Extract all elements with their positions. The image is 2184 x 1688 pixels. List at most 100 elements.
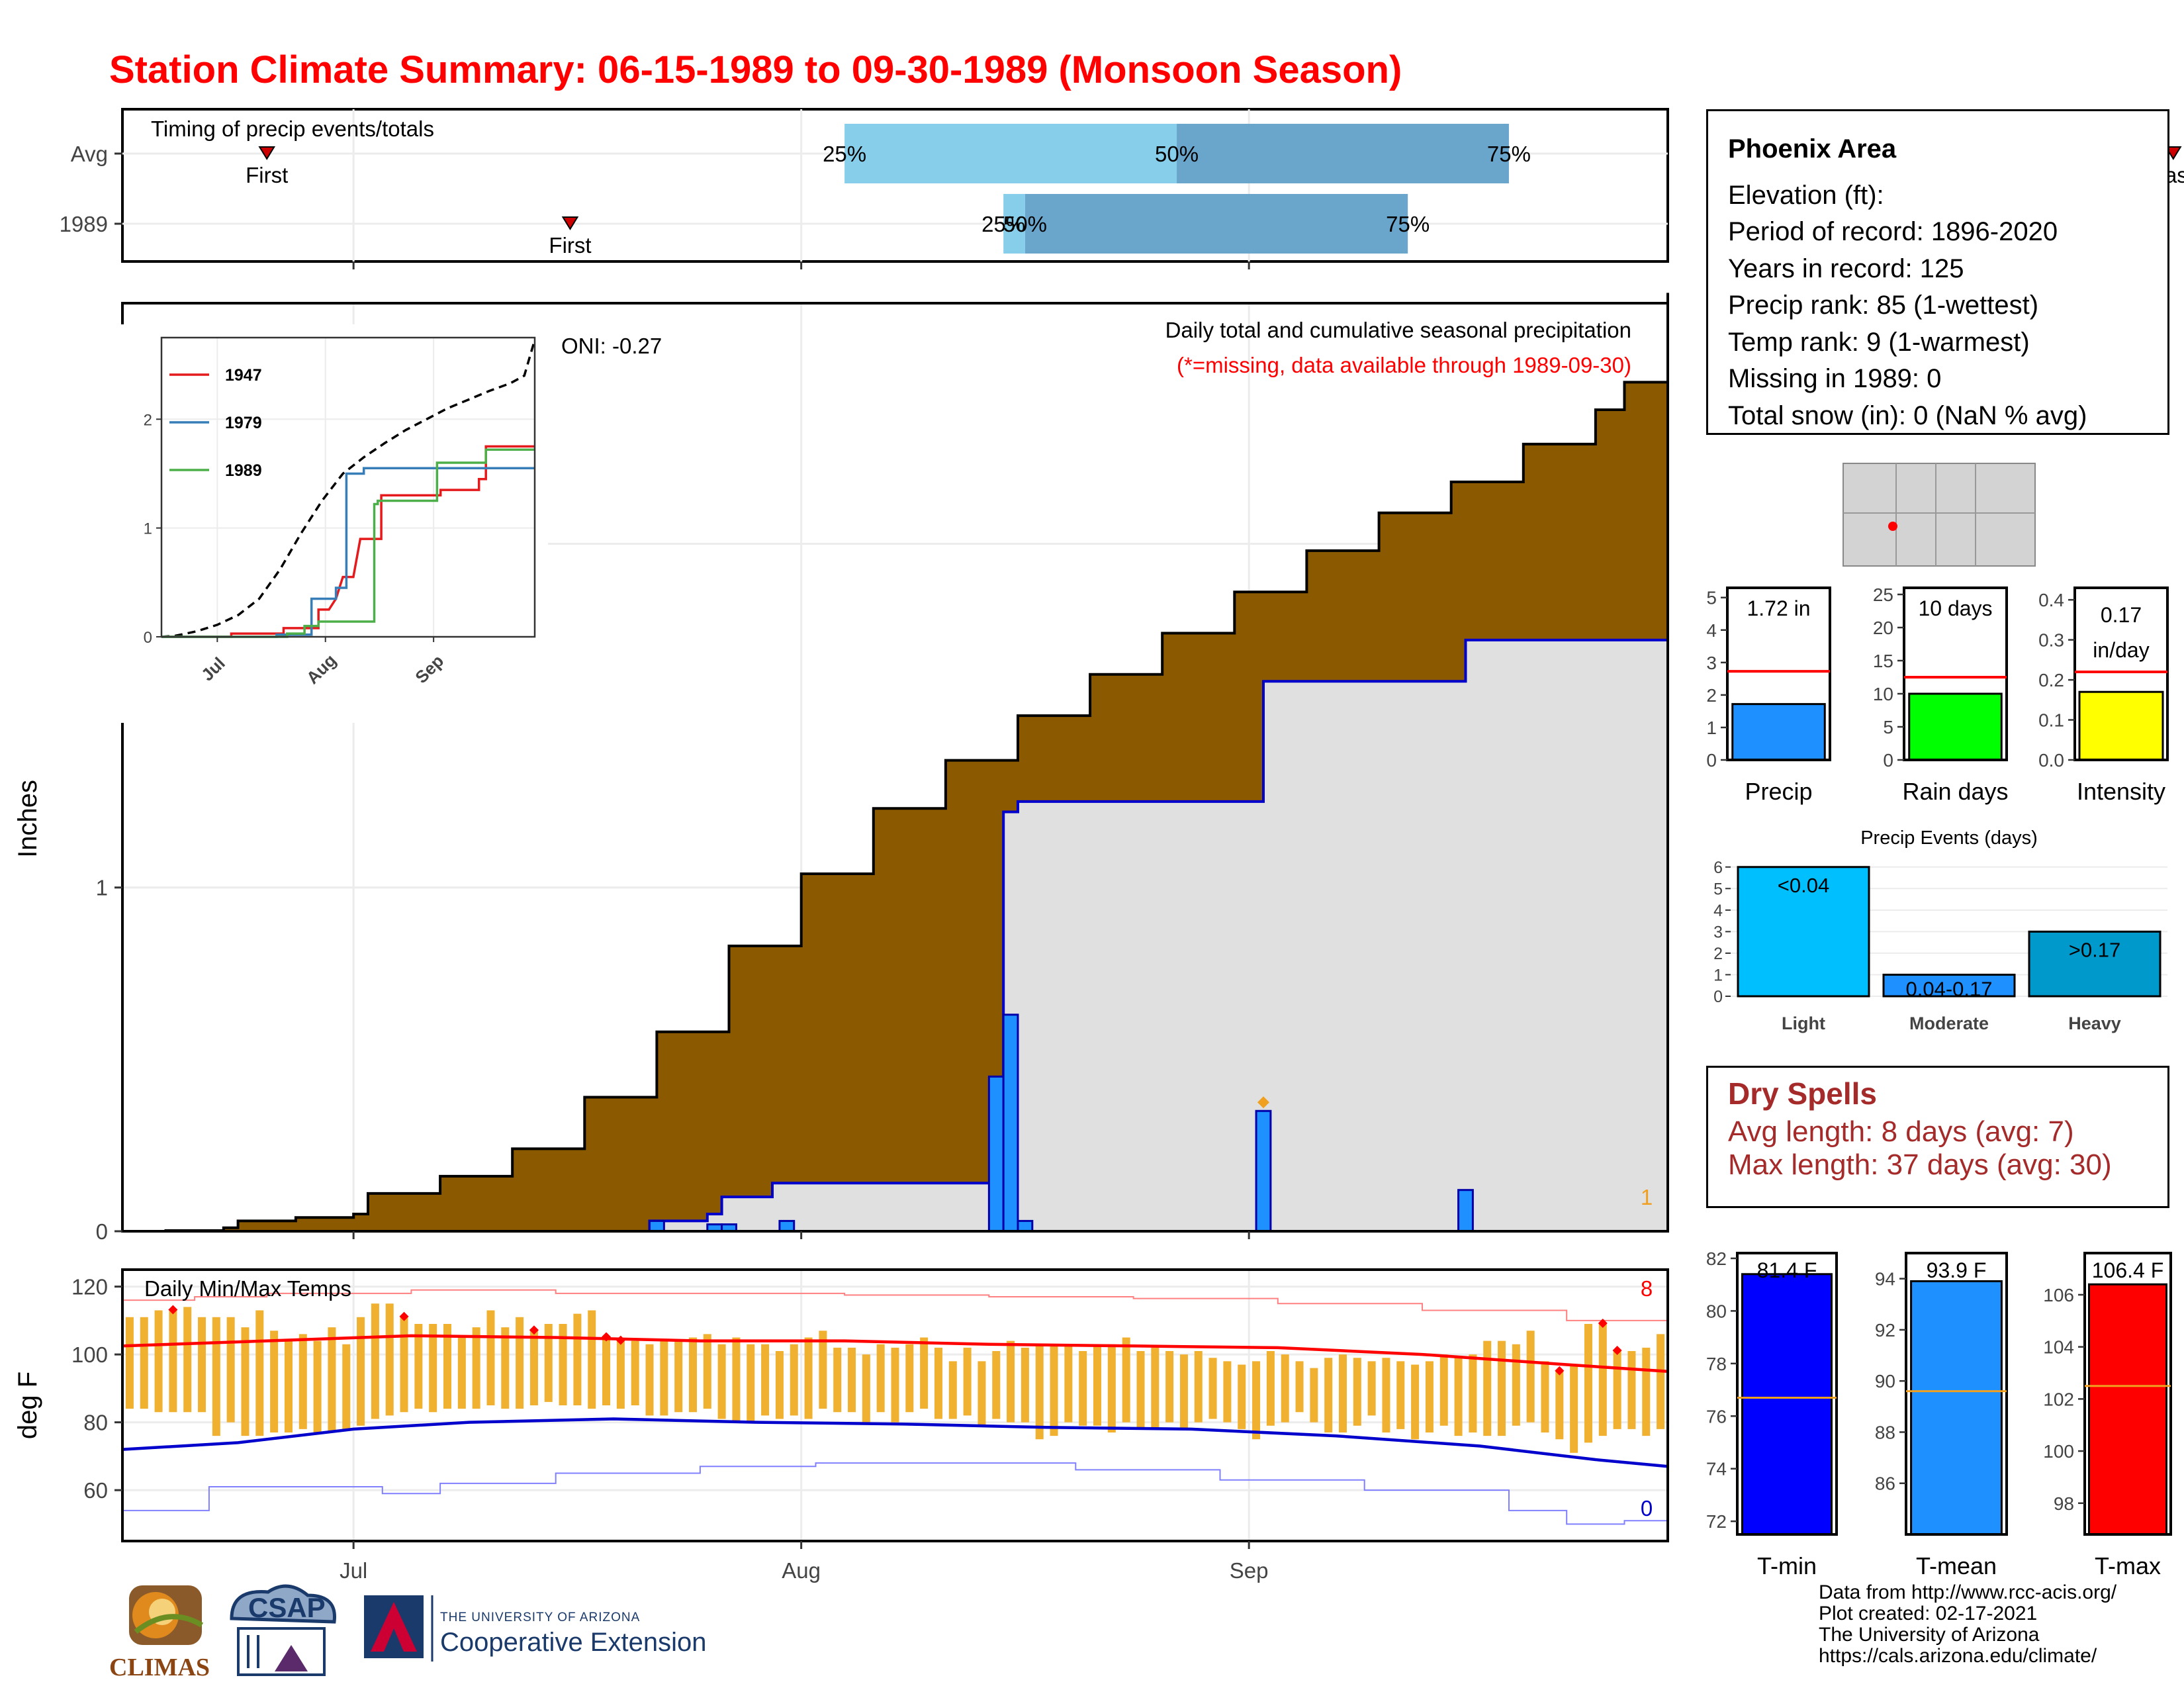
daily-temp-bar <box>501 1327 510 1409</box>
daily-temp-bar <box>1310 1368 1318 1423</box>
daily-temp-bar <box>313 1340 322 1432</box>
observed-cumulative-area <box>122 639 1668 1231</box>
tmax-summary-y-tick-label: 98 <box>2054 1493 2074 1514</box>
oni-label: ONI: -0.27 <box>561 334 662 358</box>
tmax-summary-bar <box>2088 1283 2167 1536</box>
daily-temp-bar <box>342 1344 351 1429</box>
daily-temp-bar <box>602 1337 611 1405</box>
timing-p75-label: 75% <box>1386 212 1430 236</box>
tmax-summary-y-tick-label: 104 <box>2043 1337 2074 1358</box>
precip-y-tick-label: 0 <box>96 1219 108 1244</box>
precip-events-y-tick-label: 1 <box>1713 966 1723 984</box>
daily-temp-bar <box>183 1307 192 1413</box>
info-precip-rank: Precip rank: 85 (1-wettest) <box>1728 291 2039 320</box>
daily-temp-bar <box>472 1327 480 1409</box>
rain-days-summary-y-tick-label: 10 <box>1873 684 1893 704</box>
record-high-marker <box>615 1335 625 1345</box>
daily-temp-bar <box>963 1347 972 1416</box>
daily-temp-bar <box>616 1340 625 1409</box>
daily-precip-bar <box>987 1075 1005 1233</box>
daily-temp-bar <box>588 1310 596 1409</box>
record-min-line <box>122 1462 1668 1525</box>
intensity-summary-y-tick-label: 0.3 <box>2038 630 2064 651</box>
region-map-background <box>1843 463 2036 567</box>
timing-last-marker <box>2165 146 2182 160</box>
daily-temp-bar <box>732 1337 741 1423</box>
daily-temp-bar <box>891 1347 899 1423</box>
precip-events-category-label: Light <box>1782 1013 1825 1033</box>
tmin-summary-y-tick-label: 76 <box>1706 1406 1727 1427</box>
daily-temp-bar <box>284 1340 293 1432</box>
daily-temp-bar <box>529 1331 538 1405</box>
daily-temp-bar <box>226 1317 235 1423</box>
precip-events-y-tick-label: 5 <box>1713 880 1723 898</box>
tmin-summary-y-tick-label: 80 <box>1706 1301 1727 1321</box>
tmax-summary-y-tick-label: 100 <box>2043 1441 2074 1462</box>
inset-y-tick-label: 1 <box>144 520 152 538</box>
daily-temp-bar <box>1613 1351 1621 1429</box>
daily-temp-bar <box>1035 1344 1044 1440</box>
daily-temp-bar <box>819 1331 827 1409</box>
tmin-summary-y-tick-label: 74 <box>1706 1459 1727 1479</box>
tmin-summary-y-tick-label: 78 <box>1706 1354 1727 1374</box>
tmean-summary-y-tick-label: 88 <box>1875 1422 1895 1442</box>
daily-precip-bar <box>1255 1109 1272 1233</box>
daily-temp-bar <box>1064 1344 1073 1423</box>
inset-legend-label: 1947 <box>225 366 262 385</box>
daily-temp-bar <box>1382 1358 1390 1432</box>
daily-temp-bar <box>1627 1351 1636 1429</box>
tmin-summary-y-tick-label: 82 <box>1706 1248 1727 1269</box>
precip-y-tick-label: 1 <box>96 876 108 900</box>
timing-first-marker <box>258 146 276 160</box>
tmean-summary-y-tick-label: 86 <box>1875 1474 1895 1494</box>
daily-temp-bar <box>1367 1361 1376 1416</box>
rain-days-summary-value-label: 10 days <box>1918 596 1992 620</box>
info-years: Years in record: 125 <box>1728 254 1964 283</box>
info-missing: Missing in 1989: 0 <box>1728 364 1942 393</box>
temp-y-axis-label: deg F <box>13 1372 42 1439</box>
daily-temp-bar <box>1526 1331 1535 1423</box>
precip-events-y-tick-label: 0 <box>1713 988 1723 1006</box>
daily-temp-bar <box>688 1337 697 1413</box>
daily-temp-bar <box>1238 1364 1246 1429</box>
timing-title: Timing of precip events/totals <box>151 117 434 141</box>
daily-temp-bar <box>674 1340 683 1413</box>
daily-temp-bar <box>703 1334 711 1409</box>
avg-min-line <box>122 1417 1668 1468</box>
precip-events-y-tick-label: 4 <box>1713 902 1723 920</box>
inset-legend-label: 1989 <box>225 461 262 480</box>
daily-temp-bar <box>1396 1361 1405 1429</box>
logo-graphics <box>129 1584 433 1676</box>
daily-temp-bar <box>1642 1347 1651 1436</box>
daily-temp-bar <box>920 1337 929 1409</box>
daily-temp-bar <box>645 1344 654 1416</box>
daily-temp-bar <box>1657 1334 1665 1429</box>
timing-first-label: First <box>549 233 591 258</box>
daily-temp-bar <box>1007 1340 1015 1423</box>
daily-temp-bar <box>833 1347 842 1413</box>
timing-box-upper <box>1177 124 1509 183</box>
footer-credits: Data from http://www.rcc-acis.org/ Plot … <box>1819 1582 2116 1667</box>
ua-logo-icon <box>364 1595 433 1662</box>
daily-temp-bar <box>1107 1344 1116 1432</box>
daily-temp-bar <box>270 1331 279 1432</box>
daily-temp-bar <box>573 1313 582 1405</box>
tmin-summary-bar <box>1741 1273 1833 1536</box>
page-title: Station Climate Summary: 06-15-1989 to 0… <box>109 48 1402 91</box>
tmin-summary-frame <box>1736 1252 1838 1536</box>
inset-y-tick-label: 0 <box>144 629 152 647</box>
precip-events-category-label: Heavy <box>2068 1013 2121 1033</box>
precip-events-y-tick-label: 3 <box>1713 923 1723 941</box>
daily-precip-bar <box>1457 1189 1474 1233</box>
daily-temp-bar <box>1324 1358 1333 1432</box>
precip-summary-category-label: Precip <box>1745 778 1812 805</box>
info-elevation: Elevation (ft): <box>1728 180 1884 210</box>
tmean-summary-y-tick-label: 94 <box>1875 1269 1895 1289</box>
temp-x-tick-label: Jul <box>340 1558 367 1583</box>
temp-x-tick-label: Aug <box>782 1558 821 1583</box>
daily-temp-bar <box>862 1354 870 1423</box>
ua-name-text: THE UNIVERSITY OF ARIZONA <box>440 1611 641 1624</box>
info-temp-rank: Temp rank: 9 (1-warmest) <box>1728 327 2030 357</box>
daily-temp-bar <box>1295 1361 1304 1413</box>
daily-temp-bar <box>790 1344 798 1416</box>
